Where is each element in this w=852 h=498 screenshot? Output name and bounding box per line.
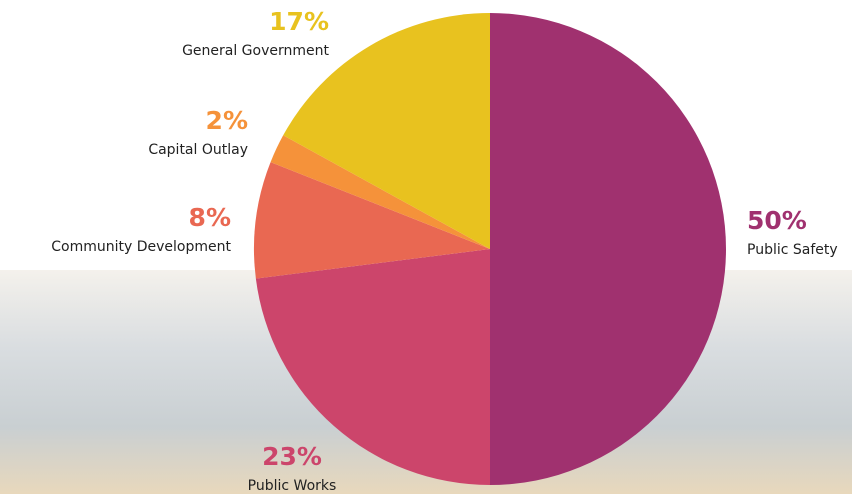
category-label: Public Works xyxy=(248,478,337,494)
pie-slice xyxy=(490,13,726,485)
category-label: Capital Outlay xyxy=(148,142,248,158)
pie-slice xyxy=(283,13,490,249)
category-label: General Government xyxy=(182,43,329,59)
pie-slice xyxy=(270,135,490,249)
percent-label: 50% xyxy=(747,206,807,235)
percent-label: 17% xyxy=(269,7,329,36)
category-label: Public Safety xyxy=(747,242,838,258)
percent-label: 8% xyxy=(189,203,231,232)
pie-slice xyxy=(255,249,490,485)
pie-slice xyxy=(254,162,490,279)
category-label: Community Development xyxy=(51,239,231,255)
percent-label: 23% xyxy=(262,442,322,471)
percent-label: 2% xyxy=(206,106,248,135)
